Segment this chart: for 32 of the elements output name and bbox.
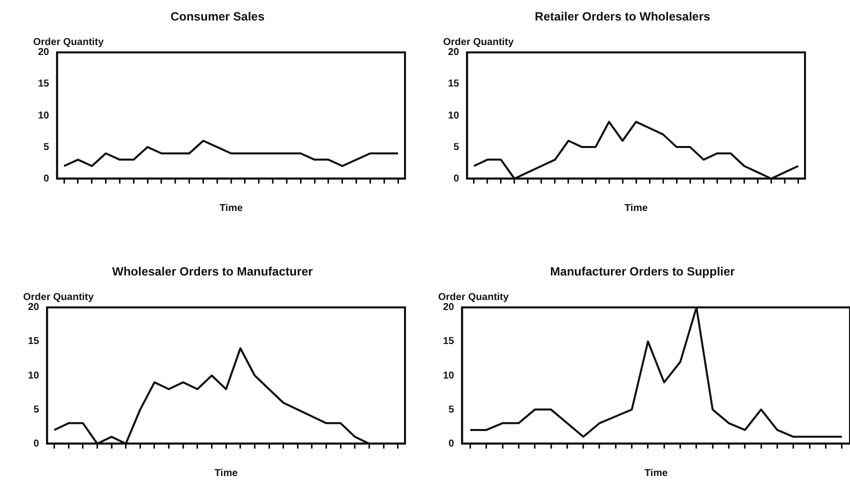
y-tick-label: 15 bbox=[38, 78, 50, 90]
chart-title: Retailer Orders to Wholesalers bbox=[534, 10, 711, 24]
x-axis-title: Time bbox=[624, 202, 648, 214]
y-tick-label: 20 bbox=[28, 302, 40, 314]
x-axis-title: Time bbox=[214, 468, 238, 479]
y-axis-title: Order Quantity bbox=[438, 292, 510, 304]
y-tick-label: 0 bbox=[448, 438, 455, 450]
chart-title: Consumer Sales bbox=[170, 10, 265, 24]
x-axis-title: Time bbox=[219, 202, 244, 214]
y-tick-label: 5 bbox=[34, 404, 40, 416]
y-axis-title: Order Quantity bbox=[33, 37, 104, 48]
y-tick-label: 10 bbox=[38, 110, 50, 122]
y-tick-label: 10 bbox=[448, 110, 460, 122]
y-tick-label: 20 bbox=[38, 47, 50, 58]
y-tick-label: 10 bbox=[28, 370, 40, 382]
chart-title: Manufacturer Orders to Supplier bbox=[550, 264, 736, 279]
y-tick-label: 0 bbox=[34, 438, 40, 450]
y-tick-label: 15 bbox=[28, 336, 40, 348]
y-tick-label: 0 bbox=[454, 173, 460, 184]
y-tick-label: 20 bbox=[448, 47, 460, 58]
x-axis-title: Time bbox=[644, 468, 668, 479]
y-axis-title: Order Quantity bbox=[443, 37, 514, 48]
y-tick-label: 15 bbox=[448, 78, 460, 90]
y-tick-label: 5 bbox=[448, 404, 455, 416]
y-tick-label: 10 bbox=[443, 370, 455, 382]
chart-title: Wholesaler Orders to Manufacturer bbox=[112, 264, 314, 279]
y-tick-label: 0 bbox=[44, 173, 50, 184]
y-tick-label: 15 bbox=[443, 336, 455, 348]
y-axis-title: Order Quantity bbox=[23, 292, 94, 304]
y-tick-label: 20 bbox=[443, 302, 455, 314]
y-tick-label: 5 bbox=[454, 142, 460, 153]
y-tick-label: 5 bbox=[44, 142, 50, 153]
